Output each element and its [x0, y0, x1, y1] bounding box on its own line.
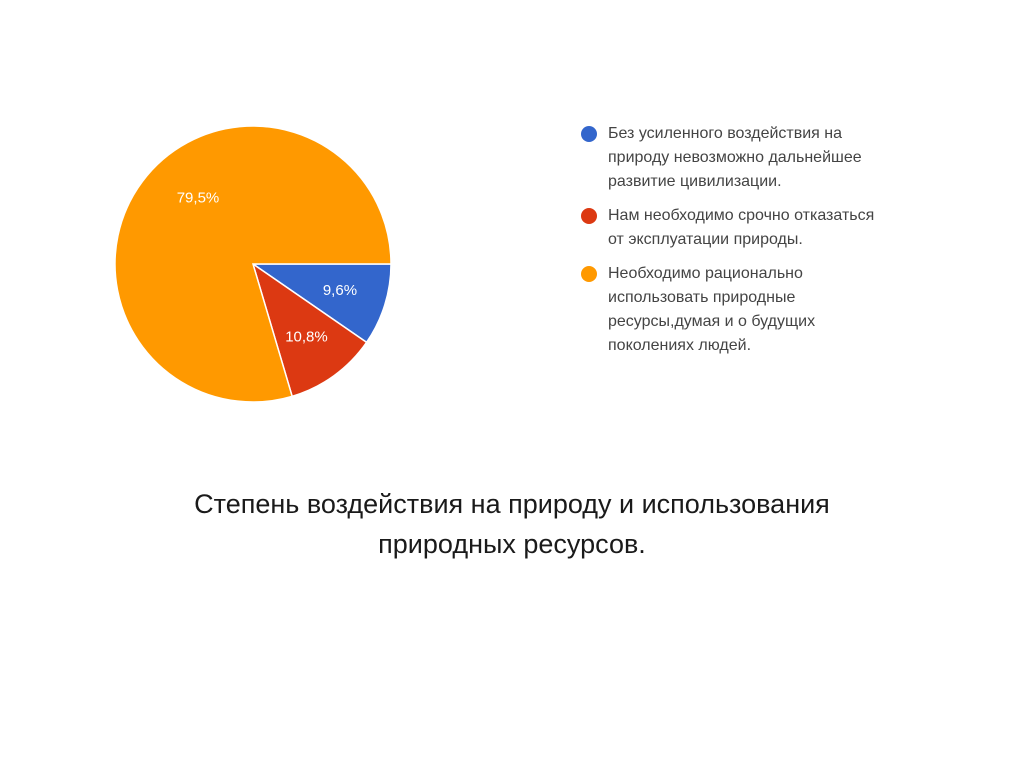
pie-data-label: 9,6% — [323, 282, 357, 299]
legend-label: Нам необходимо срочно отказаться от эксп… — [608, 207, 875, 248]
pie-slice — [114, 125, 392, 403]
chart-legend: Без усиленного воздействия на природу не… — [578, 122, 938, 368]
pie-chart: 9,6% 10,8% 79,5% — [114, 125, 392, 403]
legend-dot-icon — [581, 208, 597, 224]
slide-caption: Степень воздействия на природу и использ… — [194, 489, 830, 559]
legend-label: Необходимо рационально использовать прир… — [608, 265, 816, 354]
legend-item: Без усиленного воздействия на природу не… — [578, 122, 938, 194]
legend-item: Необходимо рационально использовать прир… — [578, 262, 938, 358]
pie-data-labels: 9,6% 10,8% 79,5% — [177, 189, 357, 345]
legend-dot-icon — [581, 126, 597, 142]
pie-data-label: 79,5% — [177, 189, 220, 206]
legend-label: Без усиленного воздействия на природу не… — [608, 125, 862, 190]
pie-slice — [251, 262, 368, 398]
pie-data-label: 10,8% — [285, 329, 328, 346]
pie-slice — [250, 263, 392, 344]
pie-slices — [114, 125, 392, 403]
legend-item: Нам необходимо срочно отказаться от эксп… — [578, 204, 938, 252]
legend-dot-icon — [581, 266, 597, 282]
